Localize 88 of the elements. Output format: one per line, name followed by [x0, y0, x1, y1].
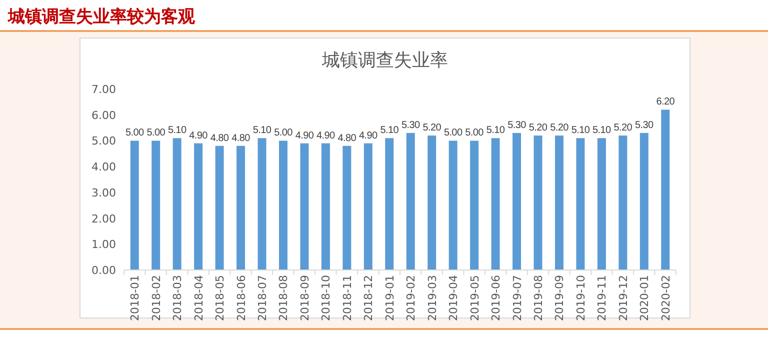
data-label: 4.80: [210, 132, 230, 144]
x-tick-label: 2020-02: [659, 275, 672, 321]
bar: [258, 138, 266, 270]
x-tick-label: 2019-08: [532, 275, 545, 321]
y-tick-label: 6.00: [92, 108, 116, 122]
data-label: 5.10: [252, 125, 272, 136]
bar: [597, 138, 606, 270]
data-label: 5.00: [146, 128, 166, 139]
x-tick-label: 2018-05: [214, 275, 227, 321]
bar: [278, 140, 288, 270]
bar: [640, 132, 648, 270]
x-tick-label: 2018-02: [150, 275, 163, 321]
bar: [215, 146, 224, 270]
x-tick-label: 2018-01: [128, 275, 142, 321]
data-label: 4.90: [295, 130, 314, 142]
bar: [321, 143, 330, 270]
x-tick-label: 2019-01: [383, 275, 396, 321]
bar: [512, 132, 522, 270]
bar: [534, 136, 542, 270]
x-tick-label: 2019-05: [468, 275, 482, 321]
data-label: 5.10: [380, 125, 400, 136]
data-label: 4.80: [338, 132, 357, 144]
data-label: 4.90: [316, 130, 336, 142]
x-tick-label: 2019-03: [426, 275, 439, 321]
data-label: 5.00: [444, 128, 463, 139]
data-label: 5.00: [125, 128, 144, 139]
bar: [661, 110, 670, 270]
x-tick-label: 2019-12: [616, 275, 630, 321]
bar: [194, 143, 203, 270]
x-tick-label: 2019-09: [553, 275, 566, 321]
data-label: 5.20: [550, 122, 570, 134]
data-label: 5.30: [401, 120, 420, 131]
y-tick-label: 4.00: [92, 160, 116, 174]
y-tick-label: 1.00: [92, 238, 116, 252]
data-label: 6.20: [656, 96, 676, 108]
bar: [130, 140, 139, 270]
data-label: 5.10: [571, 125, 590, 136]
bar: [364, 143, 372, 270]
data-label: 4.90: [189, 130, 208, 142]
data-label: 5.00: [465, 128, 484, 139]
data-label: 5.10: [168, 125, 187, 136]
data-label: 4.80: [232, 132, 251, 144]
x-tick-label: 2019-07: [510, 275, 524, 321]
x-tick-label: 2018-04: [192, 275, 206, 321]
bar: [342, 146, 352, 270]
y-tick-label: 5.00: [92, 134, 116, 148]
chart-subtitle: 城镇调查失业率: [321, 50, 448, 71]
x-tick-label: 2018-08: [277, 275, 290, 321]
bar: [618, 136, 628, 270]
x-tick-label: 2018-10: [320, 275, 333, 321]
bar: [152, 140, 160, 270]
bar: [448, 140, 458, 270]
x-tick-label: 2018-12: [362, 275, 376, 321]
data-label: 5.20: [422, 122, 442, 134]
x-tick-label: 2019-10: [574, 275, 588, 321]
x-tick-label: 2018-03: [171, 275, 184, 321]
y-tick-label: 3.00: [92, 186, 116, 200]
bar: [172, 138, 182, 270]
bar: [491, 138, 500, 270]
x-tick-label: 2019-04: [447, 275, 460, 321]
x-tick-label: 2019-02: [404, 275, 418, 321]
data-label: 5.30: [508, 120, 527, 131]
x-tick-label: 2018-06: [234, 275, 248, 321]
chart-title: 城镇调查失业率较为客观: [7, 7, 196, 27]
data-label: 5.10: [592, 125, 612, 136]
x-tick-label: 2018-11: [340, 275, 354, 321]
bar: [576, 138, 585, 270]
bar: [236, 146, 246, 270]
bar: [428, 136, 436, 270]
data-label: 4.90: [359, 130, 378, 142]
x-tick-label: 2018-09: [298, 275, 312, 321]
x-tick-label: 2020-01: [638, 275, 652, 321]
x-tick-label: 2019-06: [490, 275, 503, 321]
data-label: 5.00: [274, 128, 294, 139]
y-tick-label: 2.00: [92, 212, 116, 226]
bar: [385, 138, 394, 270]
bar: [300, 143, 309, 270]
data-label: 5.20: [614, 122, 633, 134]
x-tick-label: 2019-11: [596, 275, 609, 321]
bar: [470, 140, 479, 270]
bar: [406, 132, 415, 270]
data-label: 5.20: [528, 122, 548, 134]
y-tick-label: 0.00: [92, 264, 116, 277]
data-label: 5.30: [635, 120, 654, 131]
y-tick-label: 7.00: [92, 83, 116, 96]
x-tick-label: 2018-07: [256, 275, 269, 321]
data-label: 5.10: [486, 125, 506, 136]
bar: [554, 136, 564, 270]
